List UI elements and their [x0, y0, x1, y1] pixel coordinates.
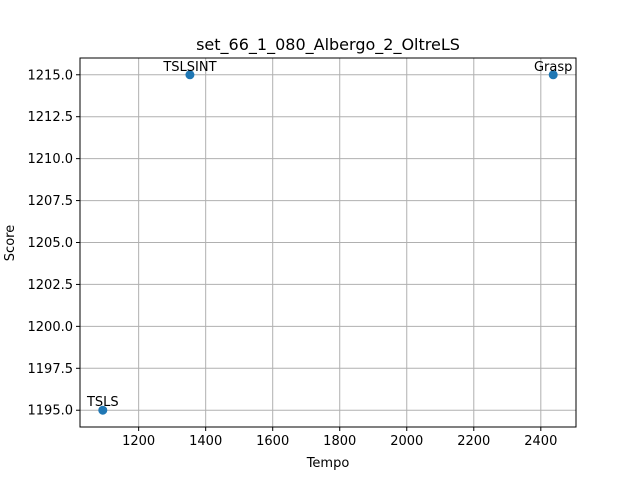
data-point: [98, 405, 108, 415]
x-tick-label: 2200: [457, 434, 490, 449]
y-axis-ticks: 1195.0 1197.5 1200.0 1202.5 1205.0 1207.5 1210…: [28, 68, 80, 419]
point-label: TSLS: [86, 395, 119, 410]
y-tick-label: 1207.5: [28, 194, 74, 209]
y-tick-label: 1215.0: [28, 68, 74, 83]
x-tick-label: 1400: [189, 434, 222, 449]
x-tick-label: 2400: [524, 434, 557, 449]
y-axis-label: Score: [3, 225, 18, 261]
y-tick-label: 1197.5: [28, 362, 74, 377]
point-label: TSLSINT: [162, 60, 216, 75]
data-point: [185, 70, 195, 80]
y-tick-label: 1205.0: [28, 236, 74, 251]
x-tick-label: 2000: [390, 434, 423, 449]
point-label: Grasp: [534, 60, 572, 75]
x-tick-label: 1800: [323, 434, 356, 449]
grid: [80, 58, 576, 427]
x-axis-ticks: 1200 1400 1600 1800 2000 2200 2400: [122, 427, 557, 449]
y-tick-label: 1200.0: [28, 320, 74, 335]
y-tick-label: 1195.0: [28, 404, 74, 419]
y-tick-label: 1212.5: [28, 110, 74, 125]
y-tick-label: 1210.0: [28, 152, 74, 167]
x-tick-label: 1200: [122, 434, 155, 449]
x-axis-label: Tempo: [306, 456, 350, 471]
y-tick-label: 1202.5: [28, 278, 74, 293]
chart-title: set_66_1_080_Albergo_2_OltreLS: [196, 35, 460, 55]
data-point: [548, 70, 558, 80]
x-tick-label: 1600: [256, 434, 289, 449]
data-points: TSLSINT Grasp TSLS: [86, 60, 572, 415]
